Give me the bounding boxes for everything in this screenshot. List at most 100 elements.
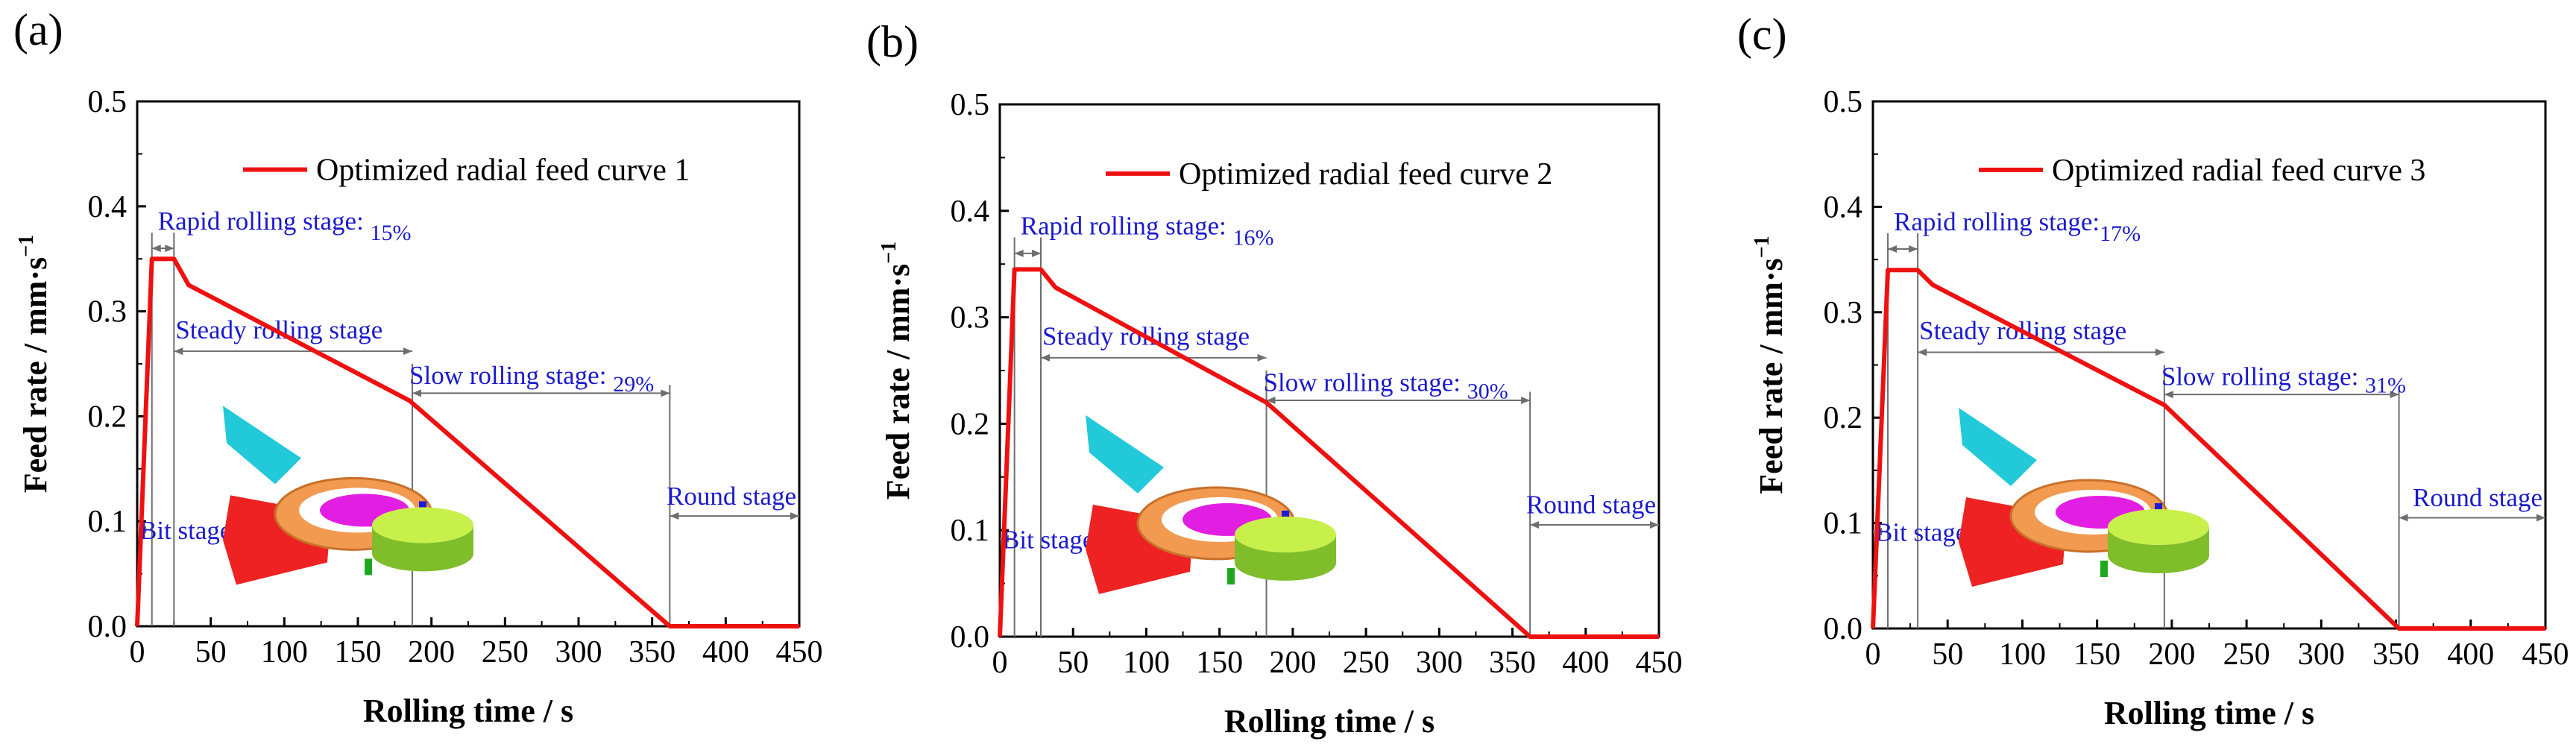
- x-tick-label: 450: [776, 635, 823, 669]
- rapid-stage-arrow-head-right: [1032, 250, 1041, 257]
- rapid-stage-percent: 16%: [1232, 226, 1273, 250]
- y-tick-label: 0.2: [88, 400, 127, 434]
- steady-stage-arrow-head-right: [1258, 354, 1267, 362]
- round-stage-arrow-head-left: [1530, 521, 1539, 529]
- steady-stage-label: Steady rolling stage: [175, 315, 382, 344]
- x-axis-label: Rolling time / s: [1224, 703, 1435, 740]
- y-tick-label: 0.4: [88, 190, 127, 224]
- slow-stage-percent: 30%: [1467, 379, 1508, 403]
- rapid-stage-label-text: Rapid rolling stage:: [1894, 207, 2100, 236]
- x-tick-label: 100: [261, 635, 308, 669]
- rolling-mill-illustration: [1086, 415, 1336, 594]
- x-tick-label: 200: [408, 635, 455, 669]
- y-tick-label: 0.1: [88, 505, 127, 539]
- x-tick-label: 50: [195, 635, 227, 669]
- y-axis-label: Feed rate / mm·s−1: [878, 242, 916, 500]
- round-stage-arrow-head-right: [1650, 521, 1659, 529]
- y-axis-label-superscript: −1: [15, 235, 38, 257]
- rapid-stage-arrow-head-right: [165, 245, 174, 252]
- slow-stage-label-text: Slow rolling stage:: [409, 361, 613, 390]
- x-tick-label: 50: [1932, 637, 1963, 672]
- rapid-stage-percent: 15%: [371, 221, 412, 245]
- x-tick-label: 200: [1269, 646, 1316, 680]
- y-tick-label: 0.1: [1824, 507, 1863, 541]
- x-tick-label: 0: [130, 635, 145, 669]
- rapid-stage-label-text: Rapid rolling stage:: [1021, 212, 1233, 241]
- y-axis-label: Feed rate / mm·s−1: [15, 235, 54, 493]
- round-stage-arrow-head-right: [790, 512, 799, 520]
- slow-stage-arrow-head-left: [2164, 391, 2173, 398]
- x-tick-label: 400: [1562, 646, 1609, 680]
- figure: (a)0 50 100 150 200 250 300 350 400 4500.00.10.20…: [0, 0, 2576, 750]
- x-tick-label: 450: [1636, 646, 1683, 680]
- x-tick-label: 300: [2298, 637, 2345, 672]
- x-tick-label: 350: [629, 635, 676, 669]
- y-axis-label-text: Feed rate / mm·s: [17, 257, 54, 493]
- x-tick-label: 450: [2522, 637, 2569, 672]
- x-tick-label: 150: [335, 635, 382, 669]
- x-tick-label: 200: [2148, 637, 2195, 672]
- y-tick-label: 0.0: [1824, 612, 1863, 646]
- bite-stage-label: Bit stage: [1002, 525, 1094, 554]
- x-tick-label: 350: [1489, 646, 1536, 680]
- slow-stage-arrow-head-right: [661, 389, 670, 397]
- chart-panel-2: (b) 0 50 100 150 200 250 300 350 400 450 0.0 0.1 0.2 0…: [866, 17, 1683, 740]
- y-tick-label: 0.5: [88, 85, 127, 119]
- y-tick-label: 0.1: [951, 514, 990, 548]
- rapid-stage-arrow-head-left: [1015, 250, 1024, 257]
- round-stage-arrow-head-left: [670, 512, 678, 520]
- axial-roll-cone-icon: [1086, 415, 1164, 494]
- steady-stage-arrow-head-left: [1918, 349, 1927, 356]
- x-tick-label: 50: [1057, 646, 1089, 680]
- x-tick-label: 150: [2073, 637, 2120, 672]
- y-axis-label-text: Feed rate / mm·s: [880, 264, 916, 500]
- rapid-stage-arrow-head-left: [1888, 245, 1897, 253]
- x-tick-label: 100: [1999, 637, 2046, 672]
- axial-roll-cone-icon: [223, 406, 301, 484]
- slow-stage-label: Slow rolling stage: 31%: [2161, 362, 2406, 398]
- legend-label: Optimized radial feed curve 2: [1179, 157, 1552, 192]
- panel-letter: (b): [866, 17, 919, 66]
- legend-label: Optimized radial feed curve 1: [316, 154, 690, 188]
- y-axis-label-superscript: −1: [878, 242, 901, 264]
- y-axis-label: Feed rate / mm·s−1: [1751, 236, 1789, 494]
- rapid-stage-label: Rapid rolling stage: 16%: [1021, 212, 1274, 250]
- y-tick-label: 0.5: [1824, 85, 1863, 119]
- x-tick-label: 150: [1196, 646, 1243, 680]
- legend-label: Optimized radial feed curve 3: [2052, 154, 2425, 188]
- slow-stage-label: Slow rolling stage: 29%: [409, 361, 654, 397]
- x-tick-label: 300: [1416, 646, 1463, 680]
- x-axis-label: Rolling time / s: [2104, 695, 2314, 731]
- rolling-mill-illustration: [223, 406, 473, 584]
- x-tick-label: 300: [555, 635, 602, 669]
- rapid-stage-label: Rapid rolling stage:17%: [1894, 207, 2141, 246]
- y-tick-label: 0.3: [88, 295, 127, 330]
- round-stage-label: Round stage: [1526, 491, 1656, 520]
- slow-stage-arrow-head-right: [1521, 397, 1530, 404]
- x-tick-label: 400: [2447, 637, 2494, 672]
- x-tick-label: 250: [482, 635, 529, 669]
- x-tick-label: 250: [1343, 646, 1390, 680]
- rapid-stage-label: Rapid rolling stage: 15%: [158, 207, 412, 245]
- y-tick-label: 0.0: [951, 620, 990, 655]
- support-roll-icon: [365, 558, 372, 575]
- round-stage-label: Round stage: [2413, 483, 2542, 512]
- chart-panel-1: (a) 0 50 100 150 200 250 300 350 400 450 0.0 0.1 0.2 0…: [13, 5, 823, 729]
- idle-roll-top-icon: [2108, 509, 2209, 545]
- slow-stage-label-text: Slow rolling stage:: [2161, 362, 2365, 391]
- y-axis-label-superscript: −1: [1751, 236, 1774, 258]
- idle-roll-top-icon: [1235, 517, 1336, 552]
- bite-stage-label: Bit stage: [1875, 518, 1967, 547]
- x-tick-label: 0: [1865, 637, 1881, 672]
- y-tick-label: 0.2: [951, 407, 990, 441]
- y-tick-label: 0.5: [951, 88, 990, 122]
- x-tick-label: 0: [992, 646, 1008, 680]
- rapid-stage-arrow-head-right: [1909, 245, 1918, 253]
- steady-stage-arrow-head-right: [2155, 349, 2164, 356]
- slow-stage-label: Slow rolling stage: 30%: [1264, 368, 1508, 403]
- steady-stage-arrow-head-left: [174, 347, 183, 355]
- x-tick-label: 400: [702, 635, 749, 669]
- y-tick-label: 0.3: [951, 301, 990, 335]
- axial-roll-cone-icon: [1959, 408, 2037, 486]
- round-stage-label: Round stage: [667, 482, 796, 511]
